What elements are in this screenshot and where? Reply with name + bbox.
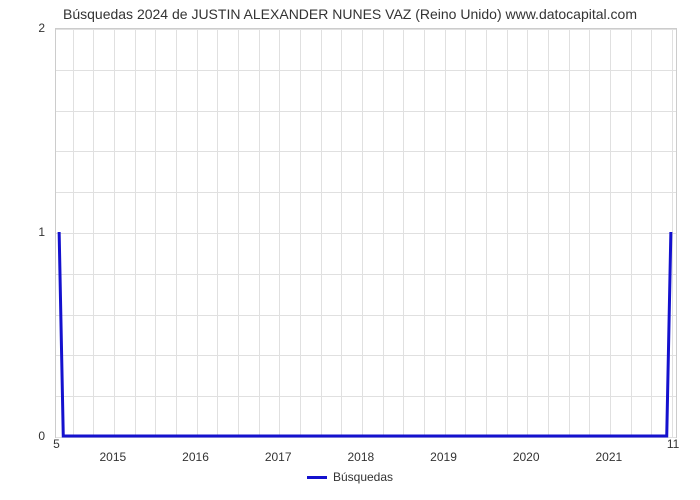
x-tick-label: 2017 [265, 450, 292, 464]
x-tick-label: 2020 [513, 450, 540, 464]
x-tick-label: 2015 [100, 450, 127, 464]
left-endpoint-label: 5 [53, 437, 60, 451]
chart-title: Búsquedas 2024 de JUSTIN ALEXANDER NUNES… [0, 6, 700, 22]
series-line [55, 28, 675, 436]
legend-text: Búsquedas [333, 470, 393, 484]
legend-swatch [307, 476, 327, 479]
x-tick-label: 2018 [348, 450, 375, 464]
y-tick-label: 1 [0, 225, 45, 239]
x-tick-label: 2021 [596, 450, 623, 464]
right-endpoint-label: 11 [667, 437, 679, 451]
x-tick-label: 2019 [430, 450, 457, 464]
chart-legend: Búsquedas [0, 470, 700, 484]
y-tick-label: 0 [0, 429, 45, 443]
x-tick-label: 2016 [182, 450, 209, 464]
y-tick-label: 2 [0, 21, 45, 35]
